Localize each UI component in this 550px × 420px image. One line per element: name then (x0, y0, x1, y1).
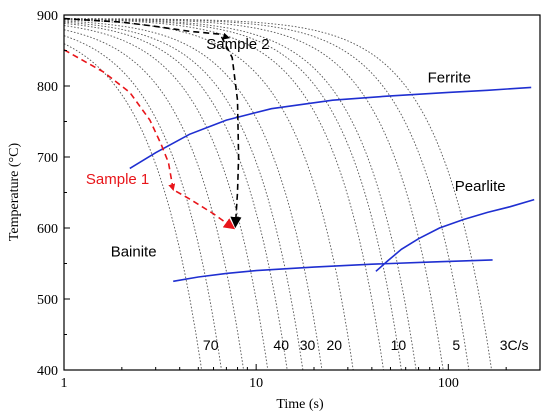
ferrite-curve (129, 86, 532, 170)
y-tick-label: 900 (37, 9, 58, 24)
cooling-curve (64, 18, 417, 370)
cooling-rate-label: 30 (300, 337, 316, 353)
y-tick-label: 600 (37, 222, 58, 237)
plot-background (64, 15, 540, 370)
y-tick-label: 400 (37, 364, 58, 379)
cooling-curve (64, 19, 354, 370)
cooling-curves (64, 18, 493, 370)
x-tick-label: 1 (61, 376, 68, 391)
y-axis-ticks: 400 500 600 700 800 900 (37, 9, 70, 379)
cooling-curve (64, 18, 470, 370)
x-tick-label: 100 (438, 376, 459, 391)
cooling-rate-label: 20 (326, 337, 342, 353)
x-axis-title: Time (s) (276, 397, 324, 412)
transformation-curves (129, 86, 535, 283)
bainite-curve (173, 259, 493, 283)
cooling-curve (64, 35, 222, 370)
cooling-curve (64, 22, 288, 370)
annotation-bainite: Bainite (111, 243, 157, 260)
cooling-rate-label: 70 (203, 337, 219, 353)
sample-2-path (63, 17, 242, 229)
annotation-sample-2: Sample 2 (206, 36, 269, 53)
cooling-rate-label: 5 (452, 337, 460, 353)
cooling-curve (64, 20, 323, 370)
cooling-curve (64, 29, 245, 370)
sample-paths (63, 17, 242, 230)
y-tick-label: 800 (37, 80, 58, 95)
cooling-rate-label: 10 (391, 337, 407, 353)
cooling-curve (64, 43, 203, 370)
pearlite-curve (375, 198, 535, 272)
x-axis-ticks: 1 10 100 (61, 364, 541, 391)
y-tick-label: 700 (37, 151, 58, 166)
sample-1-path (63, 49, 236, 230)
cooling-rate-label: 3C/s (500, 337, 529, 353)
annotation-sample-1: Sample 1 (86, 171, 149, 188)
cooling-rate-label: 40 (273, 337, 289, 353)
cooling-curve (64, 18, 402, 370)
y-tick-label: 500 (37, 293, 58, 308)
annotation-ferrite: Ferrite (428, 69, 471, 86)
y-axis-title: Temperature (°C) (7, 143, 22, 242)
annotations: Sample 2 Ferrite Pearlite Sample 1 Bainite (86, 36, 506, 260)
cooling-curve (64, 25, 269, 370)
x-tick-label: 10 (249, 376, 263, 391)
cooling-curve (64, 21, 304, 370)
annotation-pearlite: Pearlite (455, 178, 506, 195)
cooling-rate-labels: 70 40 30 20 10 5 3C/s (203, 337, 529, 353)
